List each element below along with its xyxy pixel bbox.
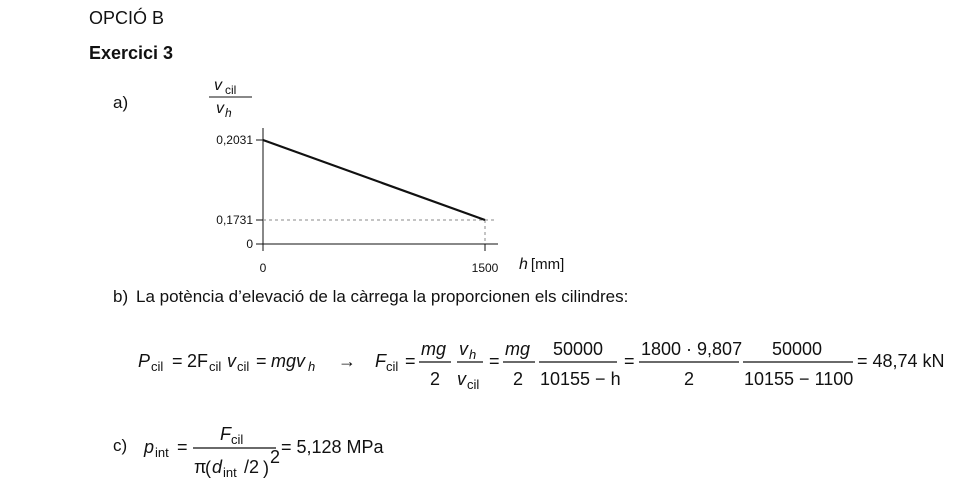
part-b-label: b) [113,287,129,306]
eq-equals-3: = [405,351,416,371]
eq-frac5-num: 1800 · 9,807 [641,339,742,359]
x-label: h [mm] [519,256,564,273]
eqc-sub-int: int [155,445,169,460]
y-label-den-sub: h [225,106,232,120]
pressure-equation: p int = F cil π ( d int /2 ) 2 = 5,128 M… [143,424,385,480]
part-c-label: c) [113,436,128,455]
eqc-rparen: ) [263,458,269,478]
y-tick-label-0: 0 [246,237,253,251]
eqc-lparen: ( [205,458,211,478]
eq-frac5-den: 2 [684,369,694,389]
eq-P: P [138,351,150,371]
eq-frac1-num: mg [421,339,446,359]
eqc-over2: /2 [244,457,259,477]
eq-frac1-den: 2 [430,369,440,389]
eq-result: = 48,74 kN [857,351,945,371]
eq-v: v [227,351,237,371]
x-tick-label-0: 0 [260,261,267,275]
eq-sub-cil-4: cil [386,359,398,374]
power-equation: P cil = 2F cil v cil = mgv h → F cil = m… [138,339,945,392]
eq-frac2-num: v [459,339,469,359]
part-a-label: a) [113,93,129,112]
exercise-title: Exercici 3 [89,43,174,63]
x-tick-label-1: 1500 [472,261,499,275]
eqc-equals-1: = [177,437,188,457]
eq-frac2-den: v [457,369,467,389]
eq-sub-h-1: h [308,359,315,374]
eq-frac2-den-sub: cil [467,377,479,392]
eq-equals-4: = [489,351,500,371]
eqc-result: = 5,128 MPa [281,437,385,457]
y-label-num-sub: cil [225,83,236,97]
eq-equals-5: = [624,351,635,371]
eq-frac6-den: 10155 − 1100 [744,369,853,389]
y-tick-label-1: 0,1731 [216,213,253,227]
eq-sub-cil-1: cil [151,359,163,374]
eq-frac4-den: 10155 − h [540,369,621,389]
eq-equals-1: = [172,351,183,371]
eqc-d: d [212,457,223,477]
y-label-den: v [216,100,225,117]
eq-frac4-num: 50000 [553,339,603,359]
eq-2F: 2F [187,351,208,371]
y-tick-label-2: 0,2031 [216,133,253,147]
eq-frac2-num-sub: h [469,347,476,362]
section-title: OPCIÓ B [89,8,165,28]
eq-sub-cil-2: cil [209,359,221,374]
eq-arrow: → [338,351,356,371]
eq-F: F [375,351,387,371]
eq-mgv: mgv [271,351,306,371]
eqc-squared: 2 [270,447,280,467]
eqc-p: p [143,437,154,457]
eqc-sub-int-2: int [223,465,237,480]
eq-frac6-num: 50000 [772,339,822,359]
eq-equals-2: = [256,351,267,371]
part-b-text: La potència d’elevació de la càrrega la … [136,287,629,306]
eqc-pi: π [194,457,206,477]
eq-sub-cil-3: cil [237,359,249,374]
eq-frac3-den: 2 [513,369,523,389]
y-label-num: v [214,77,223,94]
series-line [262,138,486,222]
eqc-num-F: F [220,424,232,444]
eqc-num-sub: cil [231,432,243,447]
velocity-ratio-chart: v cil v h 0 0,1731 0,2031 0 1500 h [mm] [209,77,564,275]
eq-frac3-num: mg [505,339,530,359]
